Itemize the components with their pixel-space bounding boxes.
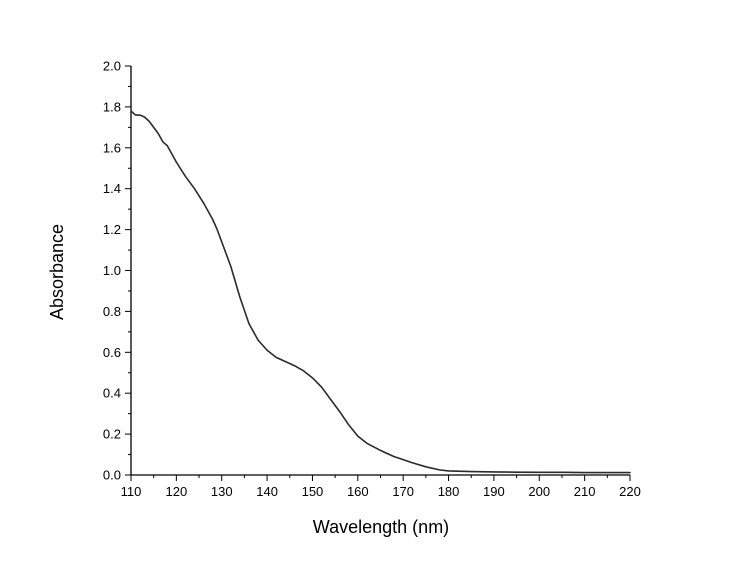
y-tick-label: 0.6: [103, 345, 121, 360]
x-tick-label: 210: [574, 484, 596, 499]
x-tick-label: 130: [211, 484, 233, 499]
y-tick-label: 1.8: [103, 99, 121, 114]
y-tick-label: 2.0: [103, 59, 121, 74]
y-tick-label: 1.0: [103, 263, 121, 278]
y-tick-label: 1.2: [103, 222, 121, 237]
x-tick-label: 110: [121, 484, 142, 499]
y-tick-label: 0.0: [103, 468, 121, 483]
y-axis-title: Absorbance: [47, 224, 67, 320]
y-tick-label: 1.6: [103, 140, 121, 155]
x-tick-label: 180: [438, 484, 460, 499]
x-axis-title: Wavelength (nm): [313, 517, 449, 537]
x-tick-label: 200: [528, 484, 550, 499]
x-tick-label: 170: [392, 484, 414, 499]
x-tick-label: 150: [302, 484, 324, 499]
x-tick-label: 220: [619, 484, 641, 499]
y-tick-label: 0.8: [103, 304, 121, 319]
x-tick-label: 190: [483, 484, 505, 499]
x-tick-label: 140: [256, 484, 278, 499]
plot-area: 110 120 130 140 150 160 170 180 190 200 210 220 0.0 0…: [103, 59, 641, 500]
x-tick-label: 160: [347, 484, 369, 499]
y-tick-label: 1.4: [103, 181, 121, 196]
absorbance-series-line: [130, 110, 631, 474]
y-tick-label: 0.2: [103, 427, 121, 442]
y-tick-label: 0.4: [103, 386, 121, 401]
x-tick-label: 120: [166, 484, 188, 499]
